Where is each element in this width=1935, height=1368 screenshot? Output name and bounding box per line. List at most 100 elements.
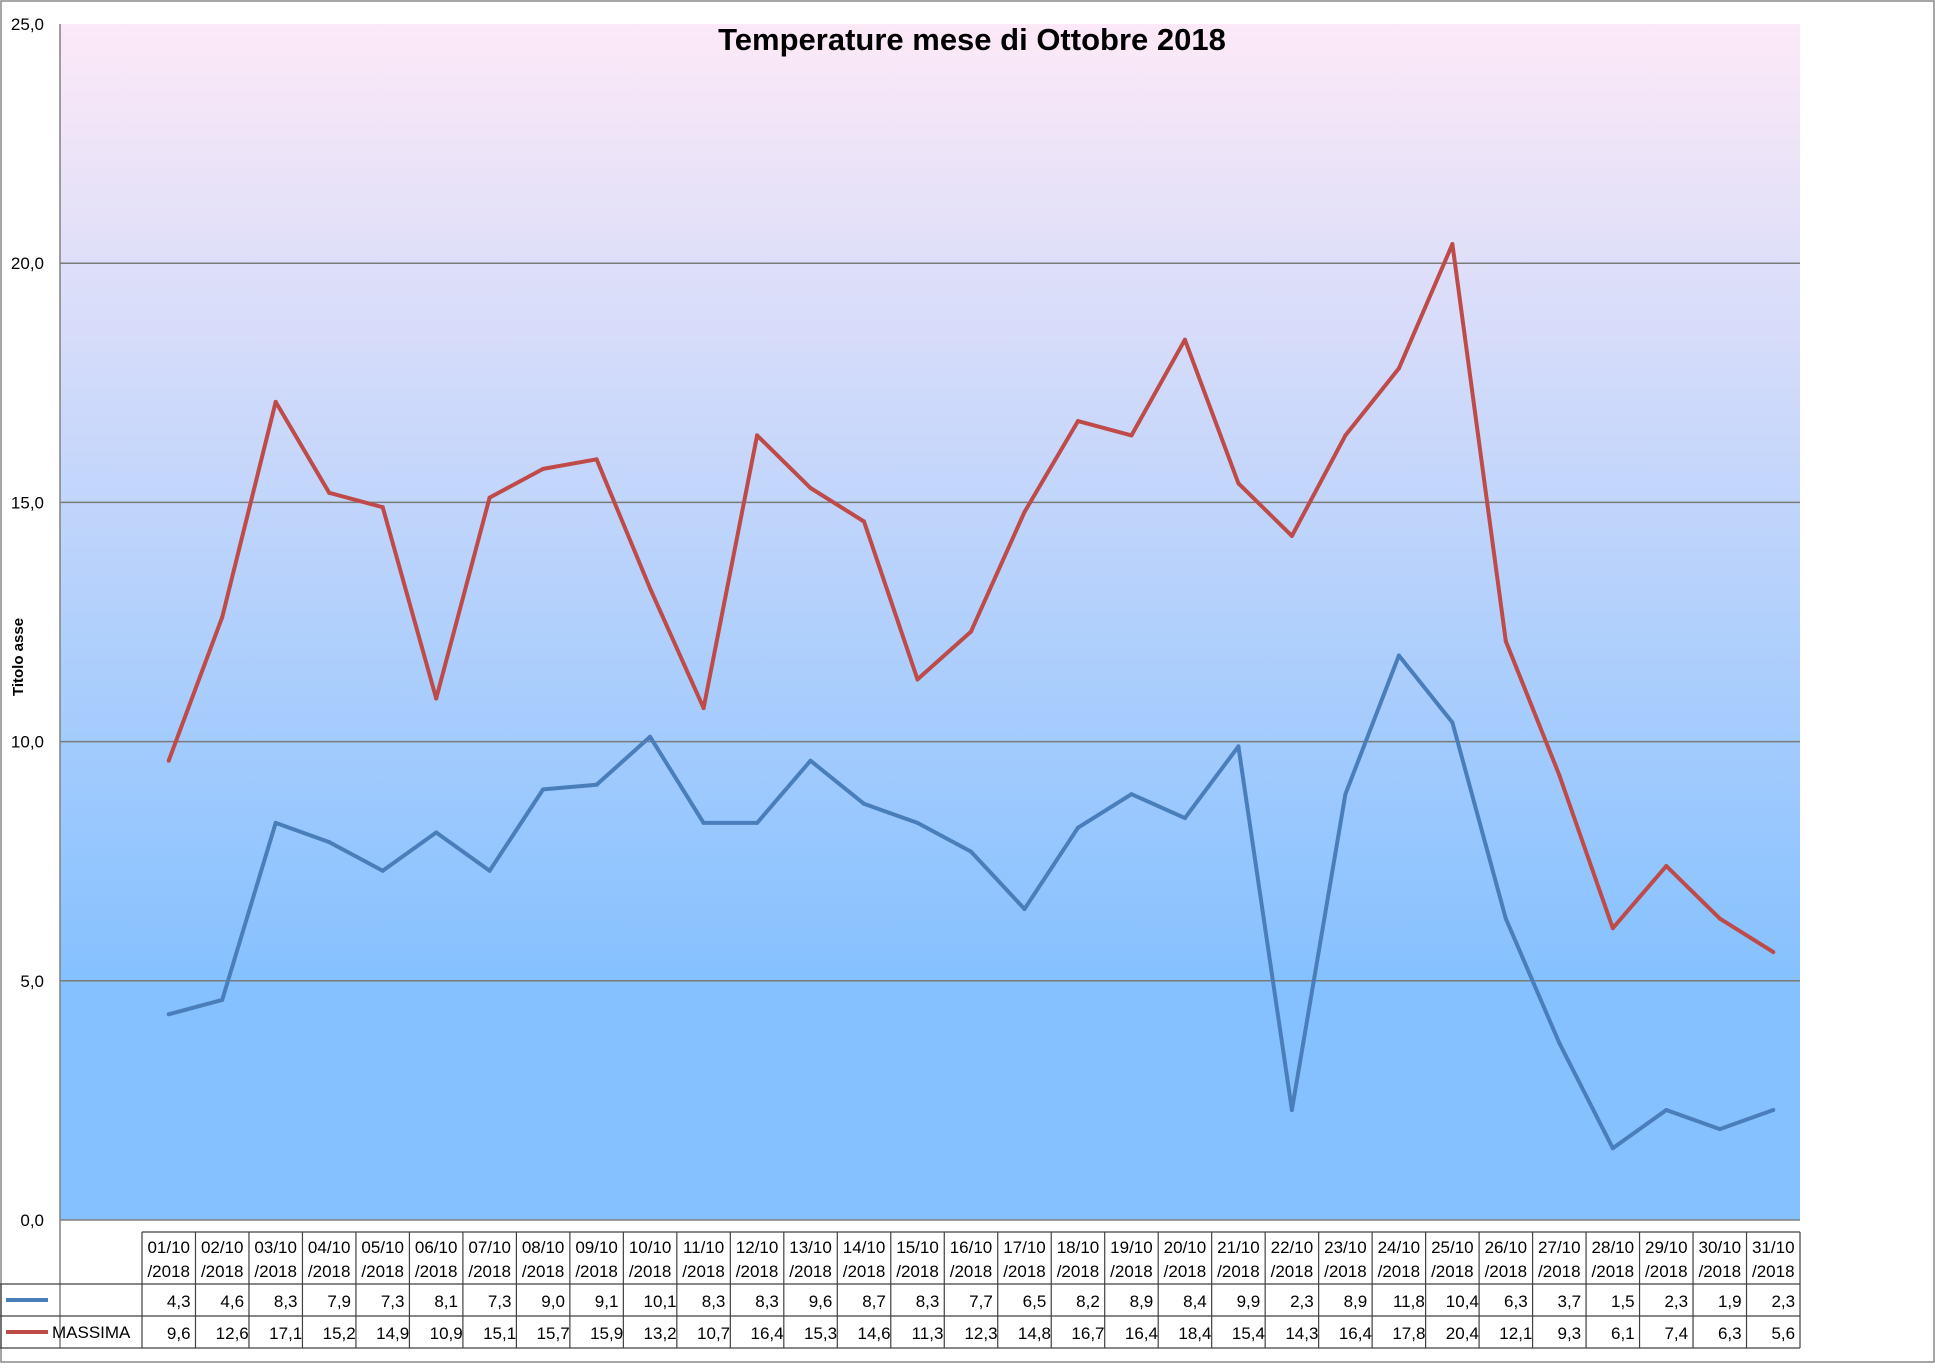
y-axis-ticks: 0,0 5,0 10,0 15,0 20,0 25,0	[11, 15, 44, 1230]
x-tick-label: /2018	[1699, 1262, 1742, 1281]
data-label: 6,1	[1611, 1324, 1635, 1343]
y-tick-label: 10,0	[11, 733, 44, 752]
data-label: 9,0	[541, 1292, 565, 1311]
x-tick-label: /2018	[1431, 1262, 1474, 1281]
data-label: 16,4	[751, 1324, 784, 1343]
chart-title: Temperature mese di Ottobre 2018	[718, 22, 1226, 57]
data-label: 15,4	[1232, 1324, 1265, 1343]
data-point	[1503, 916, 1508, 921]
data-label: 8,2	[1076, 1292, 1100, 1311]
data-point	[327, 490, 332, 495]
data-point	[1075, 825, 1080, 830]
data-label: 8,1	[434, 1292, 458, 1311]
data-label: 12,1	[1499, 1324, 1532, 1343]
data-point	[1182, 337, 1187, 342]
data-point	[220, 615, 225, 620]
data-label: 11,3	[912, 1324, 944, 1343]
series-lines	[166, 242, 1776, 1151]
data-point	[1289, 1107, 1294, 1112]
data-label: 10,4	[1446, 1292, 1479, 1311]
x-tick-label: 13/10	[789, 1238, 832, 1257]
x-tick-label: /2018	[1485, 1262, 1528, 1281]
data-label: 14,8	[1018, 1324, 1051, 1343]
x-tick-label: 09/10	[575, 1238, 618, 1257]
data-label: 14,6	[857, 1324, 890, 1343]
data-point	[755, 820, 760, 825]
data-point	[1450, 720, 1455, 725]
data-label: 6,3	[1504, 1292, 1528, 1311]
gridlines	[59, 24, 1800, 1348]
data-point	[862, 519, 867, 524]
data-point	[1129, 792, 1134, 797]
data-point	[594, 457, 599, 462]
x-tick-label: 31/10	[1752, 1238, 1795, 1257]
data-point	[808, 758, 813, 763]
data-point	[1075, 419, 1080, 424]
data-point	[273, 399, 278, 404]
data-label: 17,8	[1392, 1324, 1425, 1343]
x-tick-label: 22/10	[1271, 1238, 1314, 1257]
x-tick-label: /2018	[1271, 1262, 1314, 1281]
data-label: 18,4	[1178, 1324, 1211, 1343]
x-tick-label: 23/10	[1324, 1238, 1367, 1257]
data-label: 8,4	[1183, 1292, 1207, 1311]
data-label: 10,9	[430, 1324, 463, 1343]
data-label: 8,3	[916, 1292, 940, 1311]
data-point	[701, 820, 706, 825]
data-label: 9,9	[1237, 1292, 1261, 1311]
x-tick-label: /2018	[1164, 1262, 1207, 1281]
x-tick-label: /2018	[415, 1262, 458, 1281]
data-point	[380, 868, 385, 873]
x-tick-label: /2018	[1057, 1262, 1100, 1281]
x-tick-label: /2018	[147, 1262, 190, 1281]
x-tick-label: /2018	[789, 1262, 832, 1281]
data-label: 7,3	[488, 1292, 512, 1311]
y-tick-label: 25,0	[11, 15, 44, 34]
x-tick-label: 12/10	[736, 1238, 779, 1257]
x-tick-label: 03/10	[254, 1238, 297, 1257]
data-point	[166, 758, 171, 763]
x-tick-label: /2018	[1592, 1262, 1635, 1281]
x-tick-label: /2018	[629, 1262, 672, 1281]
data-point	[1664, 1107, 1669, 1112]
data-point	[969, 629, 973, 634]
data-point	[1557, 773, 1562, 778]
x-tick-label: 18/10	[1057, 1238, 1100, 1257]
data-label: 15,9	[590, 1324, 623, 1343]
data-point	[808, 486, 813, 491]
x-tick-label: /2018	[1217, 1262, 1260, 1281]
data-point	[862, 801, 867, 806]
data-point	[1771, 950, 1776, 955]
data-point	[1289, 533, 1294, 538]
x-tick-label: 25/10	[1431, 1238, 1474, 1257]
x-tick-label: 02/10	[201, 1238, 244, 1257]
x-tick-label: /2018	[468, 1262, 511, 1281]
data-label: 6,3	[1718, 1324, 1742, 1343]
x-tick-label: 28/10	[1592, 1238, 1635, 1257]
legend-series-name: MASSIMA	[52, 1323, 131, 1342]
data-label: 15,1	[483, 1324, 516, 1343]
x-tick-label: /2018	[361, 1262, 404, 1281]
data-point	[1022, 907, 1027, 912]
x-tick-label: /2018	[1378, 1262, 1421, 1281]
x-tick-label: 21/10	[1217, 1238, 1260, 1257]
data-label: 11,8	[1393, 1292, 1425, 1311]
y-tick-label: 15,0	[11, 493, 44, 512]
x-tick-label: /2018	[1110, 1262, 1153, 1281]
data-point	[541, 466, 546, 471]
x-tick-label: /2018	[522, 1262, 565, 1281]
x-tick-label: /2018	[575, 1262, 618, 1281]
data-table: 01/10/2018 02/10/2018 03/10/2018 04/10/2018…	[0, 1231, 1801, 1349]
data-label: 15,2	[323, 1324, 356, 1343]
data-point	[220, 997, 225, 1002]
data-label: 1,5	[1611, 1292, 1635, 1311]
x-tick-label: /2018	[308, 1262, 351, 1281]
x-tick-label: 14/10	[843, 1238, 886, 1257]
data-label: 7,3	[381, 1292, 405, 1311]
data-point	[1396, 366, 1401, 371]
data-label: 15,3	[804, 1324, 837, 1343]
data-point	[1236, 481, 1241, 486]
data-label: 7,7	[969, 1292, 993, 1311]
data-point	[327, 840, 332, 845]
data-point	[273, 820, 278, 825]
